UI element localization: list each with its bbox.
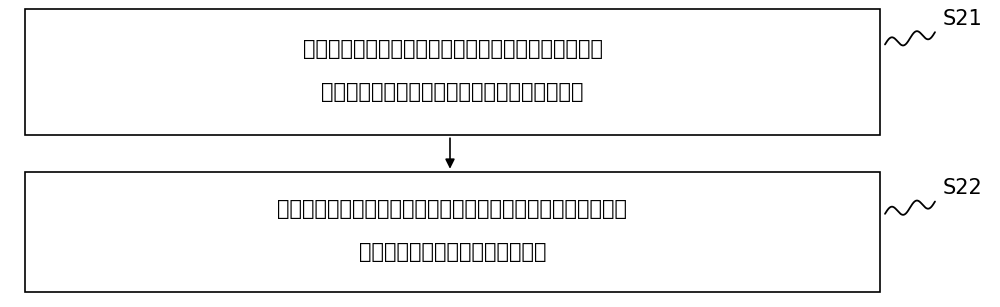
Text: ，以判定是否执行频谱自动重感知: ，以判定是否执行频谱自动重感知 xyxy=(359,242,546,262)
FancyBboxPatch shape xyxy=(25,9,880,135)
Text: S22: S22 xyxy=(943,178,983,199)
FancyBboxPatch shape xyxy=(25,172,880,292)
Text: S21: S21 xyxy=(943,9,983,29)
Text: 认知用户利用至少两根侦测天线侦测主用户传输情况，: 认知用户利用至少两根侦测天线侦测主用户传输情况， xyxy=(302,39,602,59)
Text: 以获取侦测天线的侦测结果或收集到的侦测内容: 以获取侦测天线的侦测结果或收集到的侦测内容 xyxy=(321,82,584,102)
Text: 认知用户根据所述侦测天线的侦测结果或侦测内容进行综合决策: 认知用户根据所述侦测天线的侦测结果或侦测内容进行综合决策 xyxy=(278,199,628,219)
